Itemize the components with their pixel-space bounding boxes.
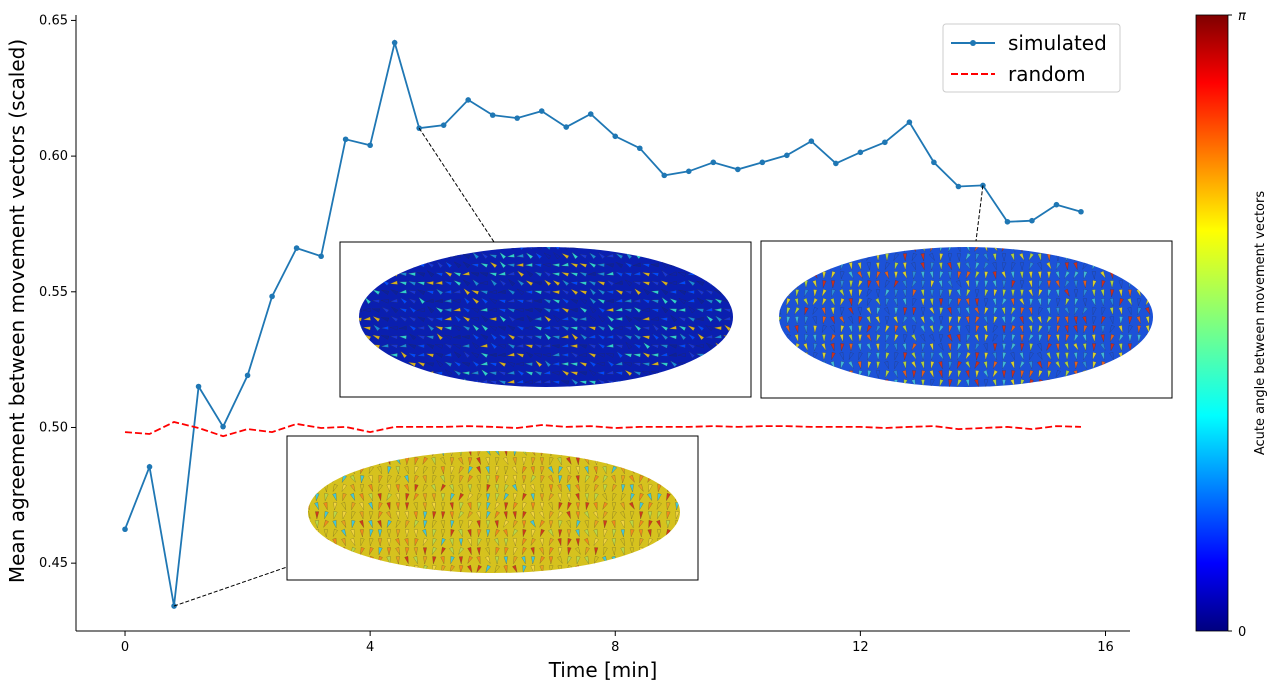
data-point-simulated — [489, 112, 496, 118]
data-point-simulated — [122, 526, 128, 533]
data-point-simulated — [685, 168, 692, 175]
legend-marker-simulated — [970, 40, 976, 46]
data-point-simulated — [808, 138, 815, 144]
legend-label-simulated: simulated — [1008, 31, 1107, 55]
data-point-simulated — [342, 136, 349, 143]
data-point-simulated — [661, 172, 668, 179]
series-line-simulated — [124, 39, 1082, 607]
data-point-simulated — [465, 97, 471, 103]
embryo-snapshot-mid — [339, 241, 752, 398]
inset-connectors — [173, 127, 984, 607]
y-tick-label: 0.50 — [39, 420, 68, 435]
data-point-simulated — [759, 159, 766, 166]
data-point-simulated — [1004, 218, 1011, 225]
x-tick-label: 8 — [611, 640, 619, 655]
series-line-random — [124, 421, 1082, 438]
data-point-simulated — [735, 166, 741, 173]
inset-connector — [418, 127, 495, 243]
y-tick-label: 0.55 — [39, 285, 68, 300]
data-point-simulated — [391, 39, 398, 46]
data-point-simulated — [440, 122, 447, 128]
data-point-simulated — [318, 253, 324, 260]
data-point-simulated — [587, 111, 594, 117]
data-point-simulated — [220, 423, 226, 430]
data-point-simulated — [857, 149, 864, 156]
data-point-simulated — [293, 245, 300, 251]
colorbar-label: Acute angle between movement vectors — [1253, 191, 1268, 455]
inset-connector — [173, 566, 288, 607]
inset-connector — [975, 185, 984, 242]
data-point-simulated — [784, 152, 790, 159]
x-axis-label: Time [min] — [548, 658, 658, 682]
data-point-simulated — [244, 372, 251, 379]
colorbar-max-label: π — [1238, 9, 1246, 24]
axes: 0 4 8 12 16 0.45 0.50 0.55 0.60 0.65 — [39, 13, 1130, 655]
data-point-simulated — [931, 159, 937, 166]
x-tick-label: 4 — [366, 640, 374, 655]
data-point-simulated — [269, 293, 275, 300]
legend: simulated random — [942, 23, 1121, 93]
data-point-simulated — [1053, 201, 1060, 208]
data-point-simulated — [367, 142, 373, 149]
data-point-simulated — [563, 124, 570, 130]
x-tick-label: 16 — [1097, 640, 1114, 655]
y-tick-label: 0.65 — [39, 13, 68, 28]
x-tick-label: 0 — [121, 640, 129, 655]
colorbar-gradient — [1195, 14, 1229, 632]
data-point-simulated — [636, 145, 643, 152]
data-point-simulated — [882, 139, 888, 146]
colorbar: π 0 Acute angle between movement vectors — [1195, 9, 1268, 640]
embryo-snapshot-early — [286, 435, 699, 581]
data-point-simulated — [538, 108, 545, 114]
data-point-simulated — [612, 133, 619, 140]
series-layer — [122, 39, 1084, 609]
insets — [286, 240, 1173, 581]
x-tick-label: 12 — [852, 640, 869, 655]
data-point-simulated — [833, 160, 839, 167]
data-point-simulated — [906, 119, 913, 125]
y-axis-label: Mean agreement between movement vectors … — [5, 39, 29, 583]
legend-label-random: random — [1008, 62, 1086, 86]
data-point-simulated — [514, 115, 521, 121]
data-point-simulated — [955, 183, 962, 190]
data-point-simulated — [1029, 217, 1035, 224]
colorbar-min-label: 0 — [1238, 625, 1246, 640]
embryo-snapshot-late — [760, 240, 1173, 399]
data-point-simulated — [710, 159, 717, 166]
data-point-simulated — [146, 464, 153, 470]
y-tick-label: 0.45 — [39, 556, 68, 571]
y-tick-label: 0.60 — [39, 149, 68, 164]
data-point-simulated — [1078, 208, 1084, 215]
data-point-simulated — [195, 383, 202, 390]
